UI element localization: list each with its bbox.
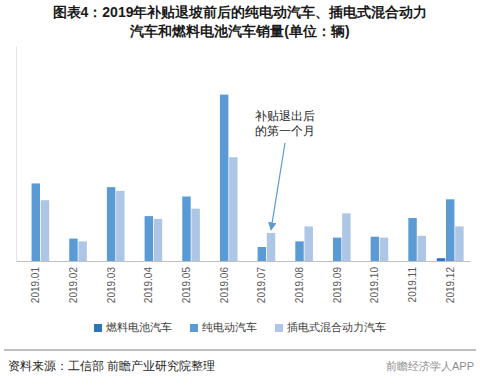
bar — [304, 226, 312, 261]
annotation-arrow — [271, 143, 285, 230]
title: 图表4：2019年补贴退坡前后的纯电动汽车、插电式混合动力汽车和燃料电池汽车销量… — [53, 4, 428, 39]
bar — [98, 261, 106, 262]
bar — [145, 216, 153, 261]
bar — [78, 241, 86, 261]
y-axis — [16, 47, 17, 262]
bar — [69, 239, 77, 261]
x-tick: 2019.09 — [332, 267, 343, 304]
x-tick-label: 2019.05 — [181, 267, 192, 304]
bar — [399, 261, 407, 262]
bar-series — [437, 258, 445, 261]
bar — [267, 233, 275, 261]
x-tick-label: 2019.11 — [407, 267, 418, 303]
annotation-text: 的第一个月 — [255, 124, 315, 138]
bar — [455, 226, 463, 261]
bar — [295, 241, 303, 261]
bar — [135, 261, 143, 262]
x-tick-label: 2019.04 — [143, 267, 154, 304]
x-tick: 2019.11 — [407, 267, 418, 303]
x-tick-label: 2019.07 — [256, 267, 267, 304]
bar — [342, 213, 350, 261]
bar-series — [41, 157, 464, 261]
x-tick-label: 2019.09 — [332, 267, 343, 304]
x-tick-label: 2019.12 — [445, 267, 456, 304]
annotation: 补贴退出后的第一个月 — [255, 109, 315, 230]
bar-series — [32, 95, 455, 261]
bar — [220, 95, 228, 261]
bar — [408, 218, 416, 261]
x-tick-label: 2019.10 — [369, 267, 380, 304]
source: 资料来源：工信部 前瞻产业研究院整理 — [8, 359, 215, 373]
bar — [116, 191, 124, 261]
x-tick-label: 2019.03 — [106, 267, 117, 304]
x-tick: 2019.02 — [68, 267, 79, 304]
bar — [417, 236, 425, 261]
bar — [286, 261, 294, 262]
legend-swatch — [275, 324, 283, 332]
x-tick-label: 2019.02 — [68, 267, 79, 304]
bar — [380, 238, 388, 261]
bar — [154, 219, 162, 261]
bar — [446, 199, 454, 261]
annotation-text: 补贴退出后 — [255, 109, 315, 123]
separator — [4, 350, 476, 351]
legend-label: 纯电动汽车 — [202, 321, 257, 333]
x-axis-line — [17, 261, 471, 262]
bars — [32, 95, 464, 261]
x-tick-label: 2019.08 — [294, 267, 305, 304]
bar — [361, 261, 369, 262]
x-tick-label: 2019.01 — [30, 267, 41, 304]
y-axis-line — [16, 47, 17, 262]
x-tick: 2019.01 — [30, 267, 41, 304]
x-tick: 2019.12 — [445, 267, 456, 304]
legend-label: 插电式混合动力汽车 — [287, 321, 386, 333]
x-tick: 2019.04 — [143, 267, 154, 304]
bar — [211, 261, 219, 262]
bar — [324, 261, 332, 262]
legend-swatch — [190, 324, 198, 332]
title-line: 图表4：2019年补贴退坡前后的纯电动汽车、插电式混合动力 — [53, 4, 428, 20]
bar — [60, 261, 68, 262]
bar — [173, 261, 181, 262]
legend-item: 纯电动汽车 — [190, 321, 257, 333]
bar — [22, 261, 30, 262]
x-tick: 2019.03 — [106, 267, 117, 304]
x-tick: 2019.06 — [219, 267, 230, 304]
bar — [107, 187, 115, 261]
title-line: 汽车和燃料电池汽车销量(单位：辆) — [129, 23, 349, 39]
bar — [229, 157, 237, 261]
x-tick: 2019.08 — [294, 267, 305, 304]
bar — [333, 238, 341, 261]
legend-label: 燃料电池汽车 — [106, 321, 172, 333]
bar — [32, 183, 40, 261]
bar — [191, 209, 199, 261]
bar — [248, 261, 256, 262]
x-tick: 2019.05 — [181, 267, 192, 304]
x-tick-label: 2019.06 — [219, 267, 230, 304]
bar — [371, 237, 379, 261]
legend-swatch — [94, 324, 102, 332]
bar — [41, 200, 49, 261]
bar — [182, 197, 190, 262]
legend-item: 插电式混合动力汽车 — [275, 321, 386, 333]
bar — [437, 258, 445, 261]
x-axis: 2019.01 2019.02 2019.03 2019.04 2019.05 2019.… — [17, 262, 471, 304]
legend-item: 燃料电池汽车 — [94, 321, 172, 333]
bar — [258, 247, 266, 261]
watermark: 前瞻经济学人APP — [386, 360, 474, 372]
x-tick: 2019.10 — [369, 267, 380, 304]
legend: 燃料电池汽车 纯电动汽车 插电式混合动力汽车 — [94, 321, 386, 333]
x-tick: 2019.07 — [256, 267, 267, 304]
